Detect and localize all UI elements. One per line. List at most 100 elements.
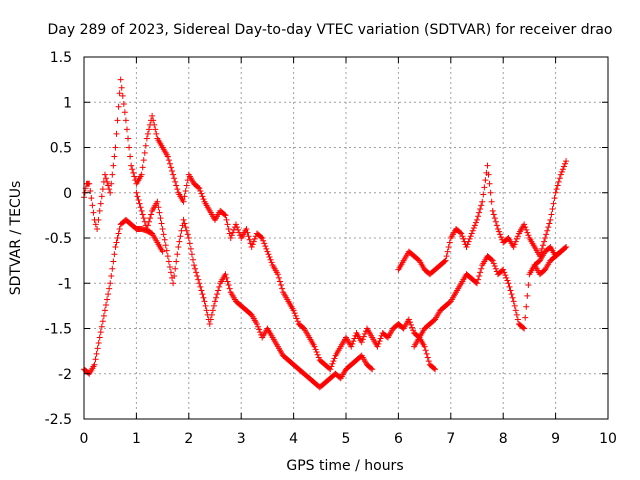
data-point: [172, 265, 179, 272]
data-point: [97, 200, 104, 207]
data-point: [223, 216, 230, 223]
data-point: [538, 245, 545, 252]
data-point: [131, 173, 138, 180]
data-point: [92, 356, 99, 363]
data-point: [445, 244, 452, 251]
data-point: [195, 276, 202, 283]
data-point: [327, 366, 334, 373]
data-point: [492, 218, 499, 225]
data-point: [116, 90, 123, 97]
data-point: [409, 324, 416, 331]
data-point: [406, 319, 413, 326]
data-point: [563, 244, 570, 251]
data-point: [488, 198, 495, 205]
data-point: [162, 242, 169, 249]
data-point: [120, 101, 127, 108]
data-point: [103, 175, 110, 182]
x-tick-label: 7: [446, 431, 455, 447]
data-point: [512, 307, 519, 314]
data-point: [331, 355, 338, 362]
data-point: [101, 307, 108, 314]
data-point: [488, 256, 495, 263]
data-point: [118, 84, 125, 91]
data-point: [486, 180, 493, 187]
data-point: [523, 303, 530, 310]
data-point: [543, 231, 550, 238]
data-point: [177, 233, 184, 240]
data-point: [424, 354, 431, 361]
data-point: [520, 324, 527, 331]
data-point: [294, 318, 301, 325]
data-point: [96, 334, 103, 341]
data-point: [105, 182, 112, 189]
data-point: [265, 251, 272, 258]
data-point: [471, 222, 478, 229]
data-point: [410, 327, 417, 334]
data-point: [555, 178, 562, 185]
data-point: [250, 238, 257, 245]
data-point: [545, 224, 552, 231]
data-point: [542, 235, 549, 241]
data-point: [504, 277, 511, 284]
data-point: [151, 121, 158, 128]
data-point: [144, 130, 151, 137]
data-point: [290, 307, 297, 314]
data-point: [171, 273, 178, 280]
y-tick-label: -0.5: [45, 231, 72, 247]
data-point: [193, 269, 200, 276]
data-point: [229, 229, 236, 236]
data-point: [111, 251, 118, 258]
data-point: [152, 126, 159, 133]
data-point: [405, 316, 412, 323]
data-point: [166, 160, 173, 167]
data-point: [127, 153, 134, 160]
data-point: [130, 169, 137, 176]
data-point: [477, 206, 484, 213]
data-point: [444, 248, 451, 255]
data-point: [199, 193, 206, 200]
data-point: [113, 239, 120, 246]
data-point: [128, 162, 135, 169]
data-point: [330, 358, 337, 365]
data-point: [94, 345, 101, 352]
x-tick-label: 9: [551, 431, 560, 447]
data-point: [108, 273, 115, 280]
data-point: [142, 142, 149, 149]
data-point: [186, 240, 193, 247]
data-point: [224, 221, 231, 228]
data-point: [478, 265, 485, 272]
data-point: [87, 187, 94, 194]
data-point: [209, 307, 216, 314]
data-point: [328, 363, 335, 370]
data-point: [123, 126, 130, 133]
data-point: [206, 320, 213, 327]
data-point: [95, 339, 102, 346]
data-point: [465, 238, 472, 245]
data-point: [482, 177, 489, 184]
data-point: [562, 160, 569, 167]
data-point: [187, 245, 194, 252]
data-point: [221, 211, 228, 218]
data-point: [431, 365, 438, 372]
data-point: [475, 213, 482, 220]
data-point: [178, 227, 185, 234]
data-point: [266, 254, 273, 261]
data-point: [479, 198, 486, 205]
data-point: [244, 229, 251, 236]
data-point: [115, 230, 122, 237]
data-point: [93, 350, 100, 357]
x-tick-label: 2: [184, 431, 193, 447]
y-tick-label: -2: [58, 367, 72, 383]
data-point: [104, 296, 111, 303]
data-point: [194, 273, 201, 280]
data-point: [208, 311, 215, 318]
data-point: [174, 186, 181, 193]
y-tick-label: 0: [63, 186, 72, 202]
series-track-d: [395, 158, 570, 278]
data-point: [99, 318, 106, 325]
data-point: [99, 186, 106, 193]
data-point: [469, 227, 476, 234]
data-point: [165, 157, 172, 164]
data-point: [215, 287, 222, 294]
data-point: [476, 273, 483, 280]
